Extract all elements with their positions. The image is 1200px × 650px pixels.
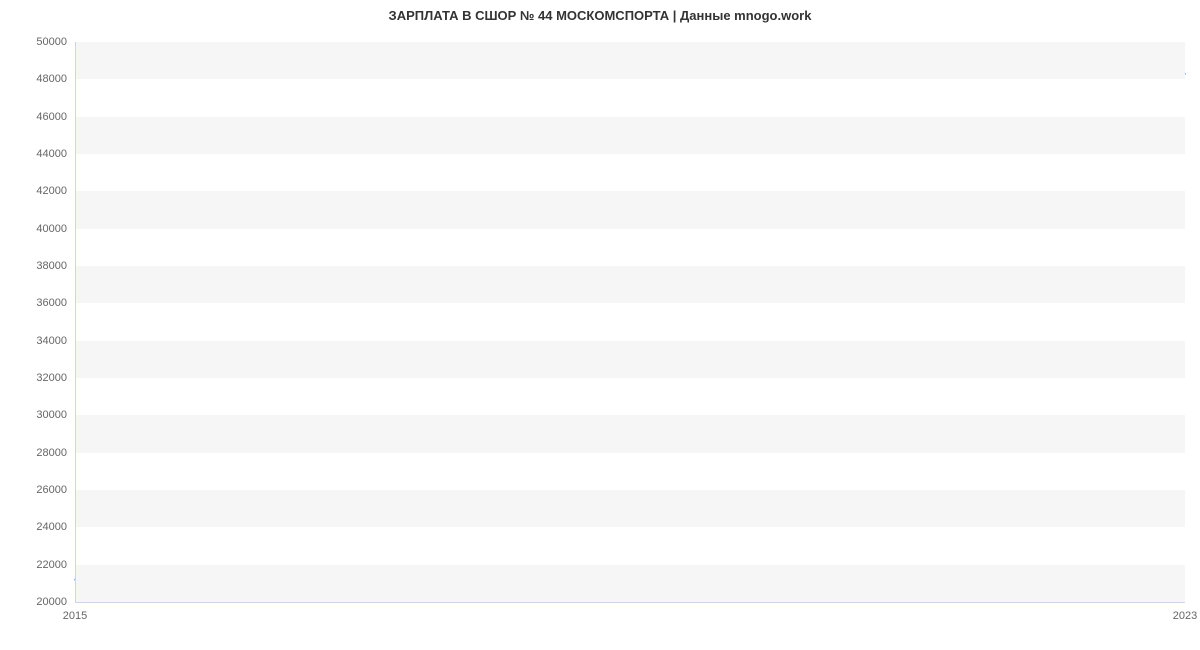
- y-tick-label: 48000: [36, 73, 67, 85]
- y-tick-label: 40000: [36, 223, 67, 235]
- grid-band: [75, 42, 1185, 79]
- y-tick-label: 32000: [36, 372, 67, 384]
- y-tick-label: 30000: [36, 409, 67, 421]
- grid-band: [75, 378, 1185, 415]
- grid-band: [75, 565, 1185, 602]
- y-tick-label: 22000: [36, 559, 67, 571]
- line-chart: ЗАРПЛАТА В СШОР № 44 МОСКОМСПОРТА | Данн…: [0, 0, 1200, 650]
- grid-band: [75, 79, 1185, 116]
- y-tick-label: 44000: [36, 148, 67, 160]
- y-tick-label: 38000: [36, 260, 67, 272]
- y-tick-label: 36000: [36, 297, 67, 309]
- y-tick-label: 20000: [36, 596, 67, 608]
- grid-band: [75, 490, 1185, 527]
- x-axis-line: [75, 602, 1185, 603]
- grid-band: [75, 191, 1185, 228]
- plot-area: 2000022000240002600028000300003200034000…: [75, 42, 1185, 602]
- grid-band: [75, 154, 1185, 191]
- y-tick-label: 46000: [36, 111, 67, 123]
- y-tick-label: 42000: [36, 185, 67, 197]
- grid-band: [75, 266, 1185, 303]
- grid-band: [75, 527, 1185, 564]
- grid-band: [75, 303, 1185, 340]
- y-tick-label: 34000: [36, 335, 67, 347]
- grid-band: [75, 229, 1185, 266]
- y-axis-line: [75, 42, 76, 602]
- x-tick-label: 2023: [1173, 610, 1197, 622]
- y-tick-label: 28000: [36, 447, 67, 459]
- grid-band: [75, 341, 1185, 378]
- chart-title: ЗАРПЛАТА В СШОР № 44 МОСКОМСПОРТА | Данн…: [0, 8, 1200, 23]
- y-tick-label: 24000: [36, 521, 67, 533]
- y-tick-label: 26000: [36, 484, 67, 496]
- grid-band: [75, 415, 1185, 452]
- y-tick-label: 50000: [36, 36, 67, 48]
- x-tick-label: 2015: [63, 610, 87, 622]
- grid-band: [75, 453, 1185, 490]
- grid-band: [75, 117, 1185, 154]
